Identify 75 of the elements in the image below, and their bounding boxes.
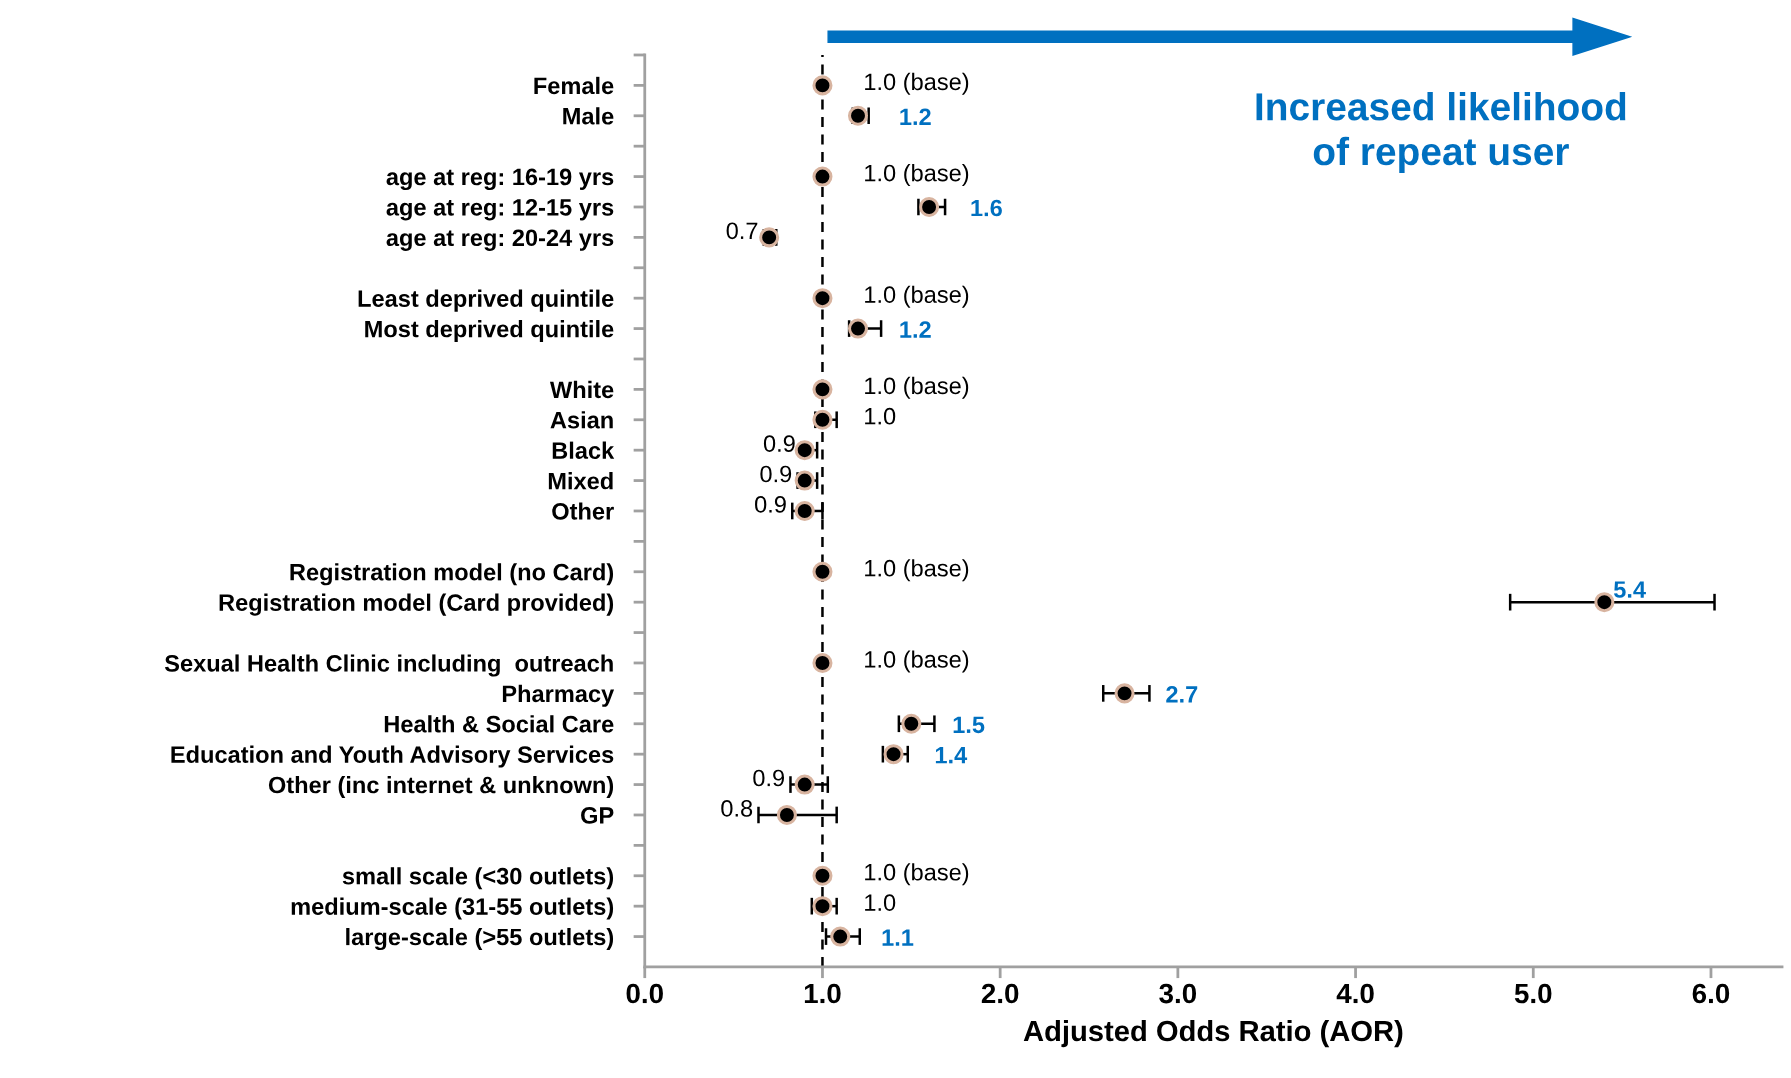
y-tick-label: Least deprived quintile	[358, 289, 614, 312]
point	[812, 75, 833, 96]
point	[812, 896, 833, 917]
y-tick-label: Registration model (Card provided)	[219, 593, 614, 616]
x-axis-title: Adjusted Odds Ratio (AOR)	[1023, 1019, 1403, 1048]
y-tick-label: Other	[552, 502, 614, 520]
annotation: 1.2	[900, 108, 931, 125]
y-tick-label: Sexual Health Clinic including outreach	[164, 654, 613, 677]
data-label: 0.7	[726, 222, 758, 240]
y-tick-label: Mixed	[548, 472, 613, 490]
point	[812, 288, 833, 309]
annotation: 1.4	[935, 747, 968, 764]
point	[812, 865, 833, 886]
data-label: 1.0 (base)	[865, 650, 969, 673]
annotation: 5.4	[1613, 581, 1646, 598]
x-tick-label: 5.0	[1514, 983, 1552, 1004]
x-tick-label: 1.0	[804, 983, 841, 1004]
x-tick-label: 6.0	[1692, 983, 1730, 1004]
data-label: 1.0 (base)	[865, 285, 969, 308]
y-tick-label: White	[549, 380, 614, 399]
y-tick-label: age at reg: 12-15 yrs	[386, 198, 614, 221]
data-label: 0.9	[763, 435, 795, 452]
y-tick-label: Education and Youth Advisory Services	[171, 745, 614, 768]
data-label: 0.8	[721, 800, 753, 817]
y-tick-label: Other (inc internet & unknown)	[268, 776, 614, 799]
y-tick-label: large-scale (>55 outlets)	[346, 928, 614, 951]
data-label: 0.9	[760, 465, 792, 483]
y-tick-label: age at reg: 16-19 yrs	[386, 168, 614, 191]
y-tick-label: Registration model (no Card)	[290, 563, 614, 586]
x-tick-label: 4.0	[1336, 983, 1374, 1004]
data-label: 1.0	[865, 894, 896, 911]
data-label: 1.0 (base)	[865, 72, 969, 95]
point	[919, 196, 940, 218]
x-tick-label: 0.0	[626, 983, 663, 1004]
data-label: 0.9	[753, 769, 785, 787]
point	[794, 500, 815, 522]
annotation: 1.6	[971, 199, 1002, 217]
annotation: 1.2	[900, 321, 931, 338]
point	[1114, 683, 1135, 704]
point	[901, 713, 922, 734]
annotation: 1.5	[953, 716, 985, 734]
data-label: 1.0 (base)	[865, 376, 969, 399]
y-tick-label: Black	[552, 441, 615, 459]
y-tick-label: Female	[534, 76, 614, 95]
y-tick-label: Most deprived quintile	[365, 320, 614, 343]
point	[812, 652, 833, 673]
point	[812, 561, 833, 582]
x-tick-label: 2.0	[981, 983, 1019, 1004]
data-label: 1.0 (base)	[865, 164, 969, 187]
y-tick-label: medium-scale (31-55 outlets)	[291, 897, 614, 920]
x-tick-label: 3.0	[1159, 983, 1197, 1004]
data-label: 1.0	[865, 407, 896, 425]
y-tick-label: GP	[581, 807, 614, 824]
y-tick-label: Health & Social Care	[384, 715, 614, 733]
point	[776, 804, 797, 825]
point	[883, 744, 904, 765]
point	[1594, 592, 1615, 613]
point	[794, 440, 815, 461]
point	[812, 166, 833, 187]
y-tick-label: Male	[563, 107, 614, 125]
annotation: 2.7	[1166, 686, 1198, 703]
y-tick-label: age at reg: 20-24 yrs	[386, 229, 614, 251]
point	[812, 379, 833, 400]
y-tick-label: Pharmacy	[502, 684, 615, 707]
annotation: Increased likelihood of repeat user	[1256, 92, 1626, 173]
point	[794, 774, 815, 795]
data-label: 1.0 (base)	[865, 559, 969, 582]
point	[812, 409, 833, 430]
point	[830, 926, 851, 947]
y-tick-label: Asian	[550, 411, 613, 429]
annotation: 1.1	[882, 929, 914, 946]
data-label: 1.0 (base)	[865, 863, 969, 886]
point	[847, 318, 869, 339]
data-label: 0.9	[755, 496, 786, 513]
y-tick-label: small scale (<30 outlets)	[342, 867, 614, 890]
